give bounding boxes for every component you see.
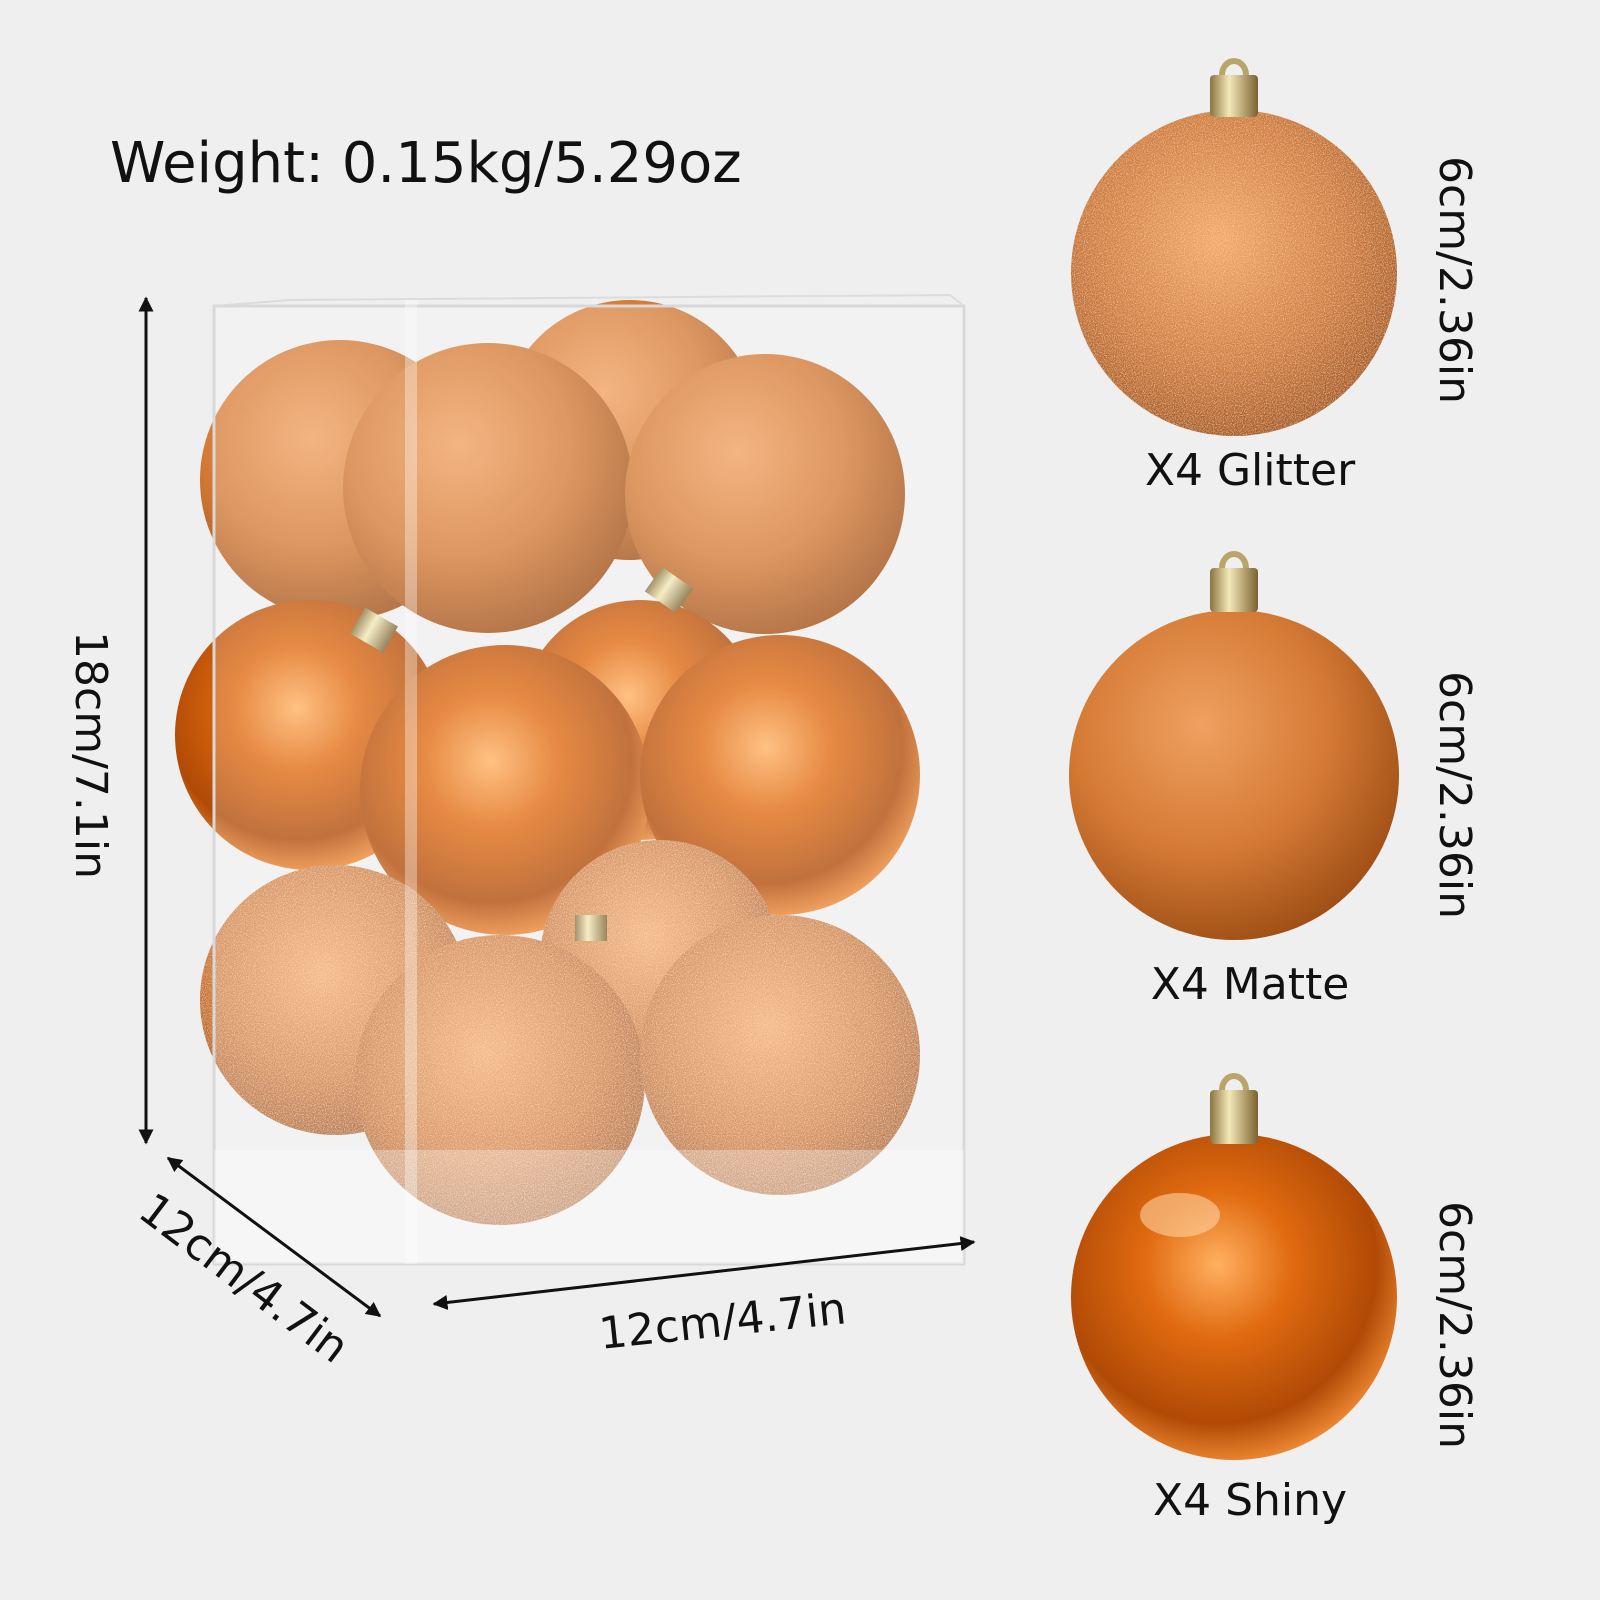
glitter-ornament: [1071, 58, 1397, 436]
weight-label: Weight: 0.15kg/5.29oz: [110, 131, 742, 196]
decoration: [1071, 110, 1397, 436]
decoration: [343, 343, 633, 633]
decoration: [213, 293, 965, 307]
depth-arrow: [166, 1156, 382, 1318]
ornament-label: X4 Glitter: [1145, 445, 1356, 496]
decoration: [360, 645, 650, 935]
decoration: [212, 304, 966, 1266]
matte-ornament: [1069, 551, 1399, 940]
size-label: 6cm/2.36in: [1429, 671, 1480, 919]
decoration: [350, 607, 398, 653]
height-label: 18cm/7.1in: [65, 631, 116, 879]
decoration: [1219, 58, 1249, 76]
width-arrow: [432, 1236, 976, 1310]
decoration: [640, 915, 920, 1195]
decoration: [644, 566, 694, 614]
decoration: [1210, 75, 1258, 117]
decoration: [214, 1150, 964, 1264]
ornament-label: X4 Matte: [1151, 959, 1350, 1010]
decoration: [1069, 610, 1399, 940]
box-ornaments: [175, 300, 920, 1225]
decoration: [355, 935, 645, 1225]
decoration: [640, 635, 920, 915]
width-label: 12cm/4.7in: [597, 1283, 849, 1360]
decoration: [1219, 1073, 1249, 1091]
decoration: [1210, 568, 1258, 612]
decoration: [1071, 1134, 1397, 1460]
size-label: 6cm/2.36in: [1429, 156, 1480, 404]
decoration: [575, 915, 607, 941]
decoration: [1219, 551, 1249, 569]
decoration: [1140, 1193, 1220, 1237]
shiny-ornament: [1071, 1073, 1397, 1460]
size-label: 6cm/2.36in: [1429, 1201, 1480, 1449]
clear-box: [212, 293, 966, 1266]
ornament-label: X4 Shiny: [1153, 1475, 1347, 1526]
decoration: [1210, 1090, 1258, 1144]
decoration: [405, 300, 417, 1264]
decoration: [625, 354, 905, 634]
